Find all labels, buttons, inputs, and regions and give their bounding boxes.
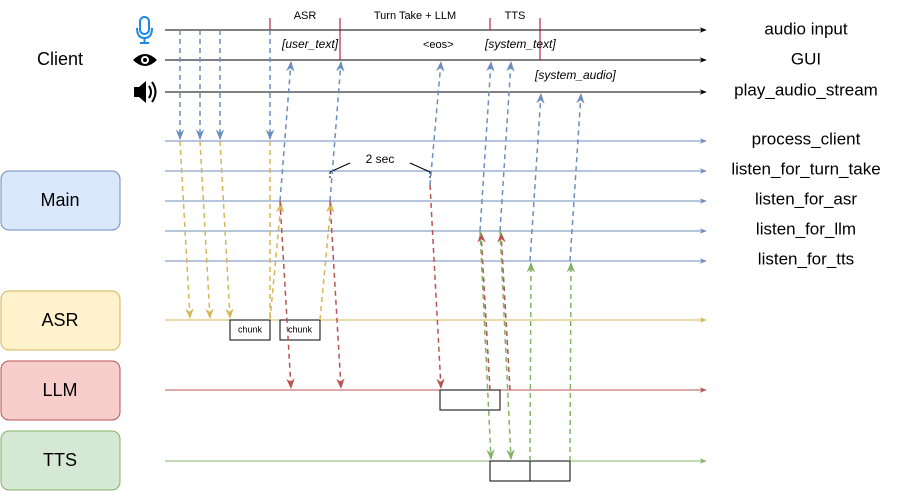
process-client-label: process_client [752, 129, 861, 148]
eos-annotation: <eos> [423, 39, 454, 51]
llm-arrows [279, 184, 511, 391]
to-llm-arrow-3 [429, 184, 445, 390]
tts-arrows [479, 230, 576, 462]
eos-arrow [429, 60, 445, 186]
main-box: Main [0, 170, 121, 231]
system-text-arrow-2 [499, 60, 515, 232]
user-text-arrow-1 [279, 60, 295, 202]
to-asr-arrow-3 [219, 140, 234, 320]
llm-processing-box [439, 389, 501, 411]
user-text-arrow-2 [329, 60, 345, 202]
llm-box-label: LLM [42, 380, 77, 400]
to-asr-arrow-2 [199, 140, 214, 320]
to-asr-arrow-1 [179, 140, 194, 320]
to-tts-arrow-2 [499, 230, 515, 461]
asr-result-arrow-2 [319, 201, 335, 321]
llm-box: LLM [0, 360, 121, 421]
tts-processing-box-1 [489, 460, 531, 482]
to-llm-arrow-1 [279, 200, 295, 390]
gui-label: GUI [791, 49, 821, 68]
tts-result-arrow-2 [566, 261, 576, 462]
listen-for-turn-take-label: listen_for_turn_take [731, 159, 880, 178]
tts-box: TTS [0, 430, 121, 491]
llm-result-arrow-1 [477, 231, 491, 391]
tts-processing-box-2 [529, 460, 571, 482]
eye-icon [133, 54, 157, 66]
phase-asr-label: ASR [294, 10, 317, 22]
listen-for-asr-label: listen_for_asr [755, 189, 857, 208]
two-sec-label: 2 sec [366, 152, 395, 166]
chunk-label-1: chunk [238, 324, 263, 334]
to-llm-arrow-2 [329, 200, 345, 390]
play-audio-stream-label: play_audio_stream [734, 80, 878, 99]
client-label: Client [37, 49, 83, 69]
llm-result-arrow-2 [497, 231, 511, 391]
system-audio-arrow-1 [529, 92, 545, 262]
audio-input-label: audio input [764, 19, 847, 38]
main-box-label: Main [40, 190, 79, 210]
asr-result-arrow-1 [269, 201, 285, 321]
chunk-label-2: chunk [288, 324, 313, 334]
listen-for-tts-label: listen_for_tts [758, 249, 854, 268]
phase-turn-take-llm-label: Turn Take + LLM [374, 10, 456, 22]
microphone-icon [136, 16, 153, 44]
asr-box-label: ASR [41, 310, 78, 330]
asr-box: ASR [0, 290, 121, 351]
listen-for-llm-label: listen_for_llm [756, 219, 856, 238]
user-text-annotation: [user_text] [281, 37, 339, 51]
tts-result-arrow-1 [526, 261, 536, 462]
chunk-box-1 [229, 319, 271, 341]
asr-arrows [179, 140, 335, 321]
speaker-icon [134, 81, 157, 103]
system-audio-annotation: [system_audio] [534, 68, 616, 82]
to-tts-arrow-1 [479, 230, 495, 461]
system-text-annotation: [system_text] [484, 37, 556, 51]
system-audio-arrow-2 [569, 92, 585, 262]
system-text-arrow-1 [479, 60, 495, 232]
two-sec-marker: 2 sec [329, 152, 431, 178]
tts-box-label: TTS [43, 450, 77, 470]
phase-tts-label: TTS [505, 10, 526, 22]
main-to-client-arrows [279, 60, 585, 262]
chunk-box-2 [279, 319, 321, 341]
client-to-main-arrows [175, 30, 275, 141]
